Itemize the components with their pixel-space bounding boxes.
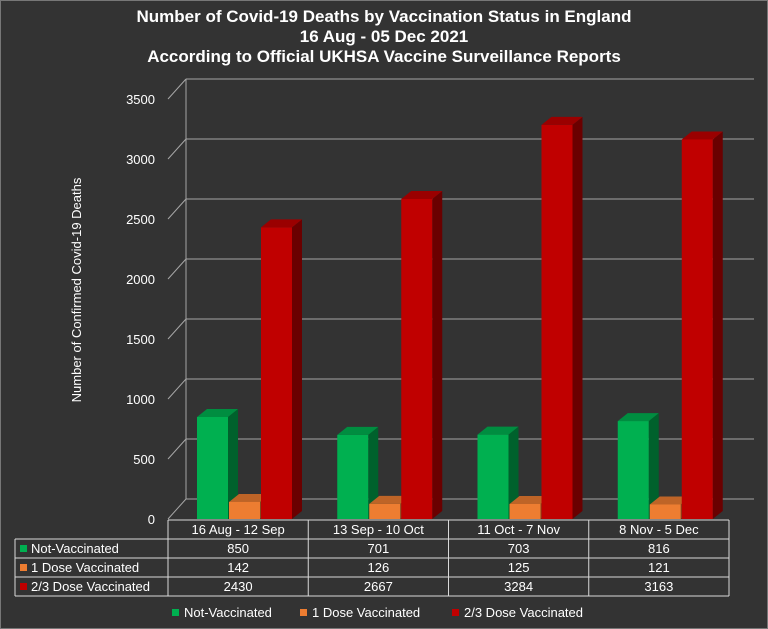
legend-marker: [300, 609, 307, 616]
bar: [197, 417, 228, 519]
legend-entry: 1 Dose Vaccinated: [312, 605, 420, 620]
gridline-side: [167, 378, 187, 400]
gridline-side: [167, 78, 187, 100]
data-label: 125: [508, 560, 530, 575]
bar: [649, 504, 681, 519]
y-tick-label: 2000: [126, 272, 155, 287]
bar: [541, 124, 573, 520]
legend-marker: [452, 609, 459, 616]
data-label: 850: [227, 541, 249, 556]
data-label: 3284: [504, 579, 533, 594]
bar-side-face: [648, 413, 659, 519]
bar-top-face: [649, 496, 691, 505]
bar: [477, 434, 509, 519]
bar-top-face: [617, 413, 659, 422]
chart-title-line-2: 16 Aug - 05 Dec 2021: [299, 27, 469, 46]
gridline-side: [167, 318, 187, 340]
y-tick-label: 0: [148, 512, 155, 527]
bar: [369, 503, 401, 519]
table-series-name: Not-Vaccinated: [31, 541, 119, 556]
bar-top-face: [401, 190, 443, 199]
bar: [337, 434, 369, 519]
bar-top-face: [197, 409, 238, 417]
legend-entry: Not-Vaccinated: [184, 605, 272, 620]
data-label: 816: [648, 541, 670, 556]
table-series-name: 2/3 Dose Vaccinated: [31, 579, 150, 594]
y-tick-label: 3000: [126, 152, 155, 167]
bar-top-face: [509, 496, 551, 504]
data-label: 121: [648, 560, 670, 575]
chart-title-line-3: According to Official UKHSA Vaccine Surv…: [147, 47, 621, 66]
bar: [261, 227, 292, 519]
bar-top-face: [229, 493, 270, 502]
table-series-name: 1 Dose Vaccinated: [31, 560, 139, 575]
bar-side-face: [432, 190, 443, 519]
gridline-side: [167, 258, 187, 280]
legend-entry: 2/3 Dose Vaccinated: [464, 605, 583, 620]
x-category-label: 13 Sep - 10 Oct: [333, 522, 424, 537]
chart-title-line-1: Number of Covid-19 Deaths by Vaccination…: [136, 7, 632, 26]
data-label: 142: [227, 560, 249, 575]
gridline-side: [167, 198, 187, 220]
x-category-label: 11 Oct - 7 Nov: [477, 522, 560, 537]
bar: [401, 198, 433, 519]
bar-side-face: [712, 131, 723, 519]
bar: [617, 421, 649, 519]
data-label: 2667: [364, 579, 393, 594]
bar: [229, 501, 260, 519]
legend-marker: [172, 609, 179, 616]
bar-top-face: [681, 131, 723, 140]
bar-top-face: [541, 116, 583, 125]
bar-side-face: [368, 426, 379, 519]
bar-side-face: [508, 426, 519, 519]
data-label: 701: [368, 541, 390, 556]
data-label: 126: [368, 560, 390, 575]
data-label: 2430: [224, 579, 253, 594]
y-tick-label: 3500: [126, 92, 155, 107]
y-tick-label: 500: [133, 452, 155, 467]
data-label: 703: [508, 541, 530, 556]
table-series-marker: [20, 583, 27, 590]
bar-side-face: [292, 219, 302, 519]
bar-top-face: [337, 426, 379, 435]
bar: [509, 504, 541, 519]
y-tick-label: 1000: [126, 392, 155, 407]
gridline-side: [167, 438, 187, 460]
x-category-label: 8 Nov - 5 Dec: [619, 522, 699, 537]
table-series-marker: [20, 564, 27, 571]
y-axis-label: Number of Confirmed Covid-19 Deaths: [69, 177, 84, 402]
bar-top-face: [369, 495, 411, 504]
y-tick-label: 2500: [126, 212, 155, 227]
bar-side-face: [572, 116, 583, 520]
x-category-label: 16 Aug - 12 Sep: [192, 522, 285, 537]
table-series-marker: [20, 545, 27, 552]
y-tick-label: 1500: [126, 332, 155, 347]
bar-top-face: [261, 219, 302, 228]
bar-side-face: [228, 409, 238, 519]
bar-top-face: [477, 426, 519, 435]
gridline-side: [167, 498, 187, 520]
bar: [681, 139, 713, 519]
gridline-side: [167, 138, 187, 160]
data-label: 3163: [644, 579, 673, 594]
